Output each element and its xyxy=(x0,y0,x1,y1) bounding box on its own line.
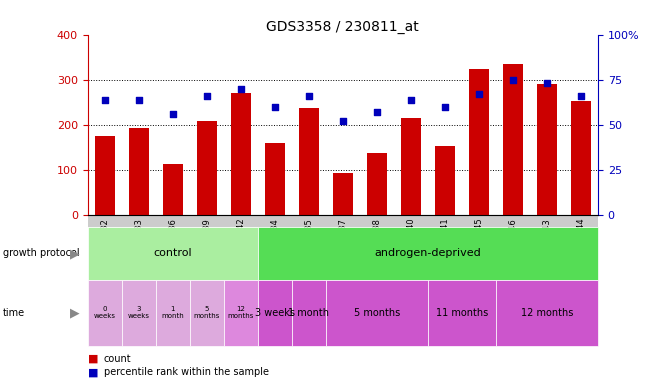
Point xyxy=(235,86,246,92)
Point xyxy=(439,104,450,110)
Bar xyxy=(196,121,217,215)
Text: ■: ■ xyxy=(88,367,98,377)
Bar xyxy=(435,146,455,215)
Bar xyxy=(367,153,387,215)
Title: GDS3358 / 230811_at: GDS3358 / 230811_at xyxy=(266,20,419,33)
Text: 3
weeks: 3 weeks xyxy=(128,306,150,319)
Bar xyxy=(502,65,523,215)
Bar xyxy=(469,69,489,215)
Bar xyxy=(571,101,592,215)
Text: 1 month: 1 month xyxy=(289,308,330,318)
Point xyxy=(202,93,212,99)
Bar xyxy=(400,119,421,215)
Text: ▶: ▶ xyxy=(70,306,80,319)
Point xyxy=(270,104,280,110)
Bar xyxy=(537,84,557,215)
Point xyxy=(372,109,382,115)
Point xyxy=(541,80,552,86)
Bar xyxy=(298,108,319,215)
Bar xyxy=(265,143,285,215)
Point xyxy=(168,111,178,117)
Bar xyxy=(231,93,251,215)
Text: count: count xyxy=(104,354,131,364)
Text: 12 months: 12 months xyxy=(521,308,573,318)
Point xyxy=(133,96,144,103)
Text: 5
months: 5 months xyxy=(194,306,220,319)
Bar xyxy=(129,128,149,215)
Text: ▶: ▶ xyxy=(70,247,80,260)
Text: 11 months: 11 months xyxy=(436,308,488,318)
Point xyxy=(576,93,586,99)
Bar xyxy=(333,173,353,215)
Bar xyxy=(94,136,115,215)
Text: control: control xyxy=(153,248,192,258)
Text: percentile rank within the sample: percentile rank within the sample xyxy=(104,367,269,377)
Text: 1
month: 1 month xyxy=(161,306,184,319)
Text: 5 months: 5 months xyxy=(354,308,400,318)
Text: 12
months: 12 months xyxy=(227,306,254,319)
Point xyxy=(508,77,518,83)
Point xyxy=(406,96,416,103)
Point xyxy=(99,96,110,103)
Point xyxy=(338,118,348,124)
Text: 0
weeks: 0 weeks xyxy=(94,306,116,319)
Text: androgen-deprived: androgen-deprived xyxy=(374,248,481,258)
Point xyxy=(474,91,484,97)
Text: time: time xyxy=(3,308,25,318)
Text: growth protocol: growth protocol xyxy=(3,248,80,258)
Text: 3 weeks: 3 weeks xyxy=(255,308,295,318)
Text: ■: ■ xyxy=(88,354,98,364)
Bar xyxy=(162,164,183,215)
Point xyxy=(304,93,314,99)
